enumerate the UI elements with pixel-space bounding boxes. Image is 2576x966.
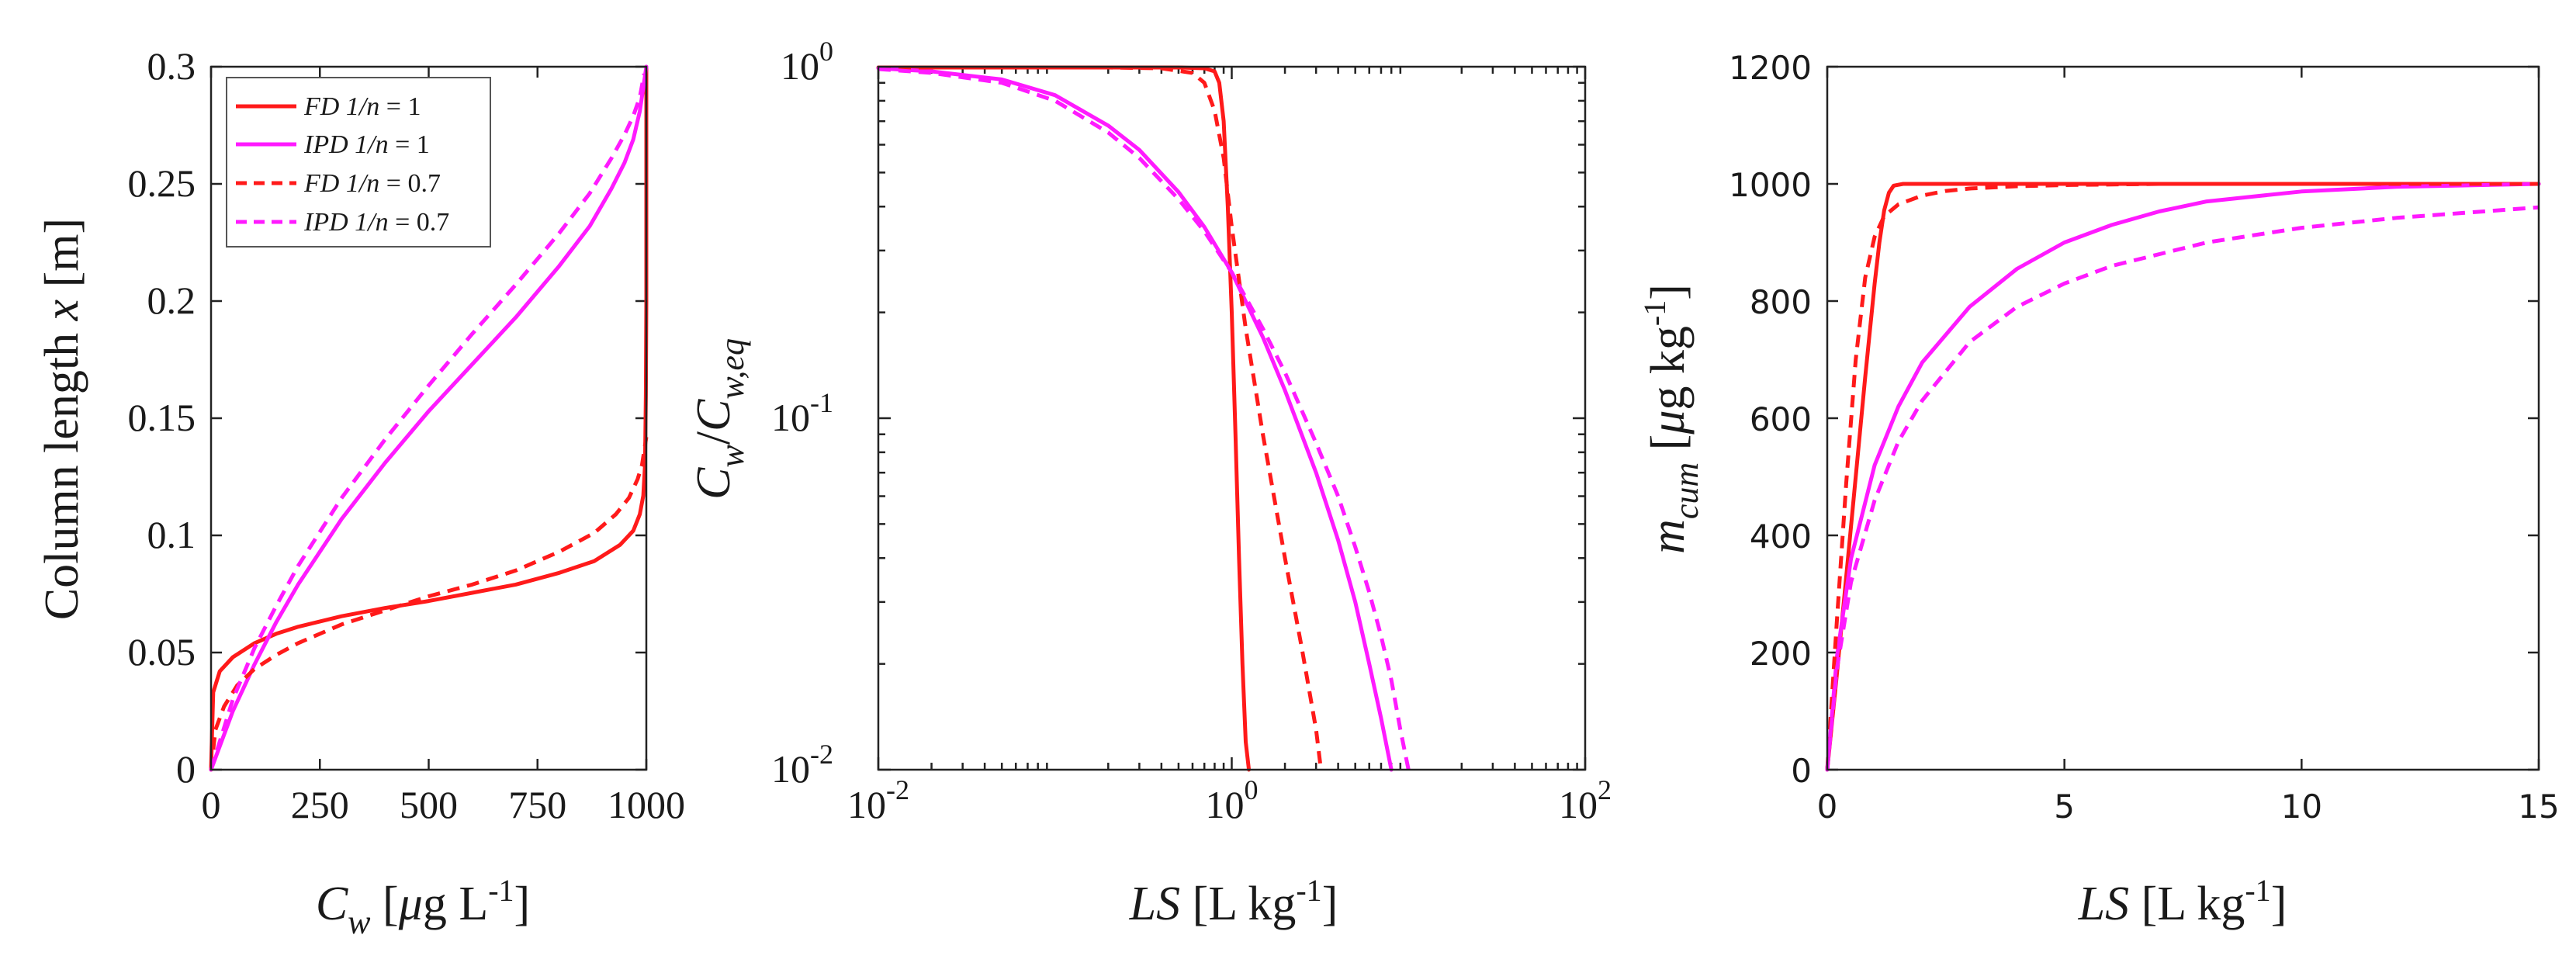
column-profile-xlabel: Cw [μg L-1]	[316, 873, 530, 941]
y-tick-label: 0.2	[147, 279, 196, 322]
cumulative-mass-frame	[1826, 65, 2540, 771]
column-profile-series	[209, 64, 649, 772]
y-tick-label: 10-2	[771, 739, 833, 791]
y-tick-label: 0.05	[128, 630, 196, 673]
x-tick-label: 5	[2054, 788, 2075, 826]
column-profile-chart: 0 250 500 750 1000 0 0.05 0.1 0.15 0.2 0.25 0.3 FD …	[36, 44, 685, 941]
series-line-ipd-1-n-1	[876, 66, 1394, 772]
y-tick-label: 0.1	[147, 513, 196, 556]
x-tick-label: 15	[2518, 788, 2559, 826]
y-tick-label: 0.15	[128, 396, 196, 439]
series-line-fd-1-n-0-7	[209, 436, 649, 770]
y-tick-label: 10-1	[771, 387, 833, 439]
legend-label: IPD 1/n = 1	[303, 130, 430, 159]
legend-entry: IPD 1/n = 0.7	[236, 208, 449, 237]
breakthrough-xlabel: LS [L kg-1]	[1129, 873, 1338, 930]
y-tick-label: 1000	[1729, 166, 1812, 204]
series-line-fd-1-n-0-7	[1825, 182, 2539, 770]
x-tick-label: 0	[202, 783, 221, 826]
cumulative-mass-series	[1825, 182, 2541, 772]
breakthrough-ylabel: Cw/Cw,eq	[687, 338, 751, 500]
series-line-ipd-1-n-1	[1825, 182, 2541, 772]
x-tick-label: 250	[291, 783, 349, 826]
legend-entry: IPD 1/n = 1	[236, 130, 430, 159]
legend: FD 1/n = 1 IPD 1/n = 1 FD 1/n = 0.7 IPD …	[226, 77, 491, 248]
x-tick-label: 750	[508, 783, 566, 826]
breakthrough-chart: 10-2 100 102 10-2 10-1 100 LS [L kg-1] Cw/Cw,…	[687, 36, 1612, 930]
series-line-fd-1-n-0-7	[878, 65, 1323, 770]
column-profile-ticks: 0 250 500 750 1000 0 0.05 0.1 0.15 0.2 0.25 0.3	[128, 44, 686, 826]
x-tick-label: 100	[1206, 774, 1259, 826]
breakthrough-frame	[877, 65, 1587, 771]
y-tick-label: 100	[781, 36, 833, 88]
legend-entry: FD 1/n = 1	[236, 92, 421, 121]
y-tick-label: 200	[1750, 635, 1812, 673]
legend-entry: FD 1/n = 0.7	[236, 169, 441, 198]
x-tick-label: 10	[2281, 788, 2322, 826]
y-tick-label: 0.3	[147, 44, 196, 88]
y-tick-label: 0	[176, 747, 196, 791]
breakthrough-series	[876, 65, 1411, 772]
series-line-fd-1-n-1	[1825, 182, 2541, 772]
x-tick-label: 0	[1817, 788, 1838, 826]
x-tick-label: 102	[1559, 774, 1612, 826]
y-tick-label: 0	[1791, 752, 1812, 790]
cumulative-mass-ylabel: mcum [μg kg-1]	[1637, 284, 1705, 554]
column-profile-frame	[209, 65, 648, 771]
y-tick-label: 600	[1750, 400, 1812, 438]
series-line-fd-1-n-1	[209, 64, 649, 772]
series-line-ipd-1-n-0-7	[209, 73, 646, 770]
column-profile-ylabel: Column length x [m]	[36, 218, 88, 620]
legend-label: FD 1/n = 0.7	[303, 169, 441, 198]
cumulative-mass-xlabel: LS [L kg-1]	[2078, 873, 2287, 930]
x-tick-label: 10-2	[847, 774, 909, 826]
y-tick-label: 400	[1750, 518, 1812, 556]
series-line-ipd-1-n-1	[209, 64, 649, 772]
legend-label: FD 1/n = 1	[303, 92, 421, 121]
y-tick-label: 800	[1750, 283, 1812, 321]
series-line-ipd-1-n-0-7	[1825, 205, 2540, 770]
cumulative-mass-ticks: 0 5 10 15 0 200 400 600 800 1000 1200	[1729, 49, 2560, 826]
x-tick-label: 1000	[608, 783, 685, 826]
x-tick-label: 500	[400, 783, 458, 826]
series-line-fd-1-n-1	[876, 65, 1252, 772]
y-tick-label: 0.25	[128, 161, 196, 205]
series-line-ipd-1-n-0-7	[878, 67, 1411, 770]
y-tick-label: 1200	[1729, 49, 1812, 87]
breakthrough-ticks: 10-2 100 102 10-2 10-1 100	[771, 36, 1612, 826]
legend-label: IPD 1/n = 0.7	[303, 208, 449, 237]
